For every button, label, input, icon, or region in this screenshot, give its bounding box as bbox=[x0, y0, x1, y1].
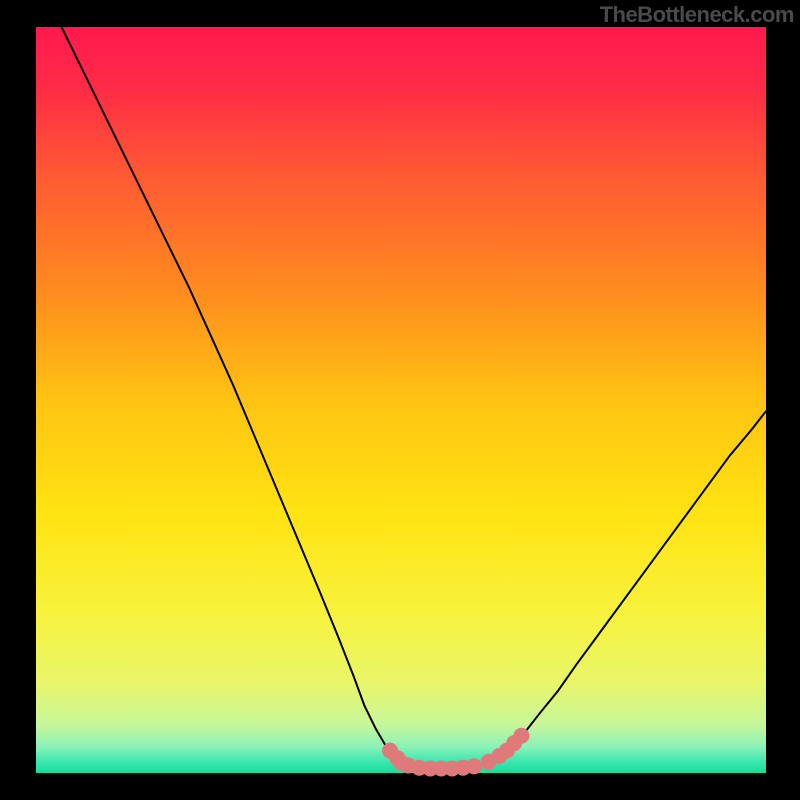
bottleneck-chart bbox=[0, 0, 800, 800]
chart-stage: TheBottleneck.com bbox=[0, 0, 800, 800]
plot-area bbox=[36, 27, 766, 773]
marker-dot bbox=[513, 728, 529, 744]
marker-dot bbox=[466, 758, 482, 774]
site-watermark: TheBottleneck.com bbox=[594, 0, 800, 30]
